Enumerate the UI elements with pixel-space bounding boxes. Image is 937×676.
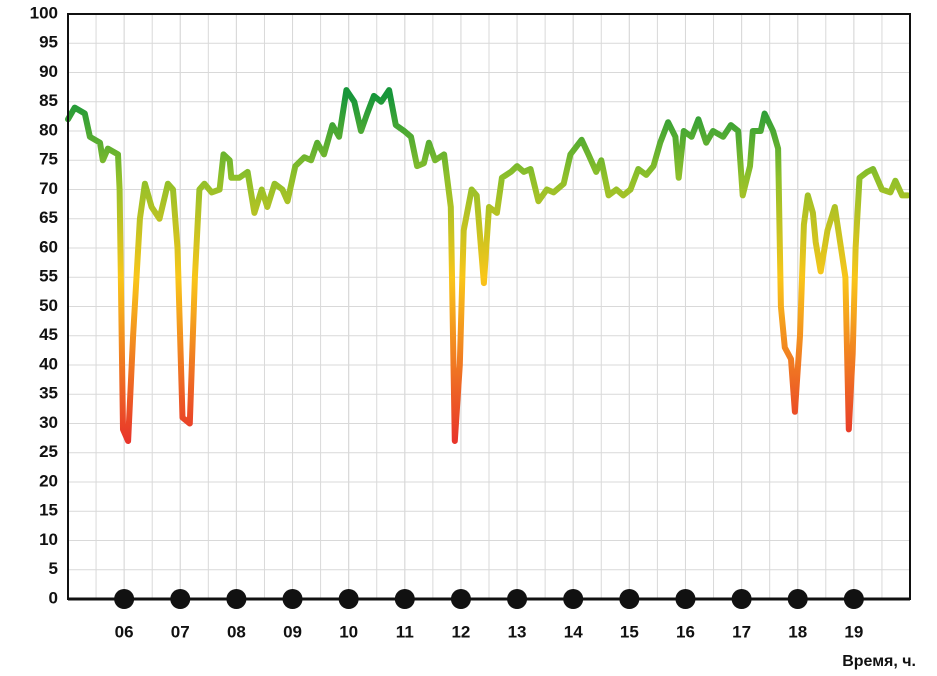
y-tick-label: 10: [39, 530, 58, 549]
x-tick-dot: [675, 589, 696, 609]
x-tick-dot: [563, 589, 584, 609]
y-tick-label: 75: [39, 150, 58, 169]
x-tick-dot: [170, 589, 191, 609]
y-tick-label: 55: [39, 267, 58, 286]
y-tick-label: 0: [49, 588, 58, 607]
y-tick-label: 100: [30, 3, 58, 22]
x-tick-dot: [338, 589, 359, 609]
x-tick-label: 12: [451, 622, 470, 641]
data-line: [65, 87, 911, 444]
y-tick-label: 65: [39, 208, 58, 227]
x-tick-label: 11: [396, 622, 414, 641]
x-tick-label: 08: [227, 622, 246, 641]
x-tick-dot: [282, 589, 303, 609]
y-tick-label: 30: [39, 413, 58, 432]
y-tick-label: 60: [39, 237, 58, 256]
y-tick-label: 15: [39, 501, 58, 520]
y-tick-label: 50: [39, 296, 58, 315]
x-tick-label: 13: [508, 622, 527, 641]
y-tick-label: 5: [49, 559, 58, 578]
y-tick-label: 90: [39, 62, 58, 81]
x-tick-dot: [619, 589, 640, 609]
x-tick-label: 15: [620, 622, 639, 641]
x-tick-label: 09: [283, 622, 302, 641]
x-tick-dot: [787, 589, 808, 609]
x-tick-dot: [450, 589, 471, 609]
y-tick-label: 85: [39, 91, 58, 110]
x-tick-dot: [843, 589, 864, 609]
x-tick-label: 19: [844, 622, 863, 641]
y-tick-label: 25: [39, 442, 58, 461]
x-tick-dot: [114, 589, 135, 609]
x-tick-label: 14: [564, 622, 583, 641]
x-tick-label: 16: [676, 622, 695, 641]
y-tick-label: 20: [39, 471, 58, 490]
x-tick-label: 18: [788, 622, 807, 641]
y-tick-label: 70: [39, 179, 58, 198]
x-tick-label: 06: [115, 622, 134, 641]
y-tick-label: 35: [39, 384, 58, 403]
x-tick-label: 10: [339, 622, 358, 641]
y-tick-label: 45: [39, 325, 58, 344]
x-tick-dot: [394, 589, 415, 609]
y-tick-label: 40: [39, 354, 58, 373]
x-tick-label: 07: [171, 622, 190, 641]
x-tick-label: 17: [732, 622, 751, 641]
x-tick-dot: [507, 589, 528, 609]
y-tick-label: 95: [39, 33, 58, 52]
x-axis-label: Время, ч.: [842, 653, 916, 670]
x-tick-dot: [731, 589, 752, 609]
y-tick-label: 80: [39, 120, 58, 139]
x-tick-dot: [226, 589, 247, 609]
plot: [65, 87, 911, 444]
